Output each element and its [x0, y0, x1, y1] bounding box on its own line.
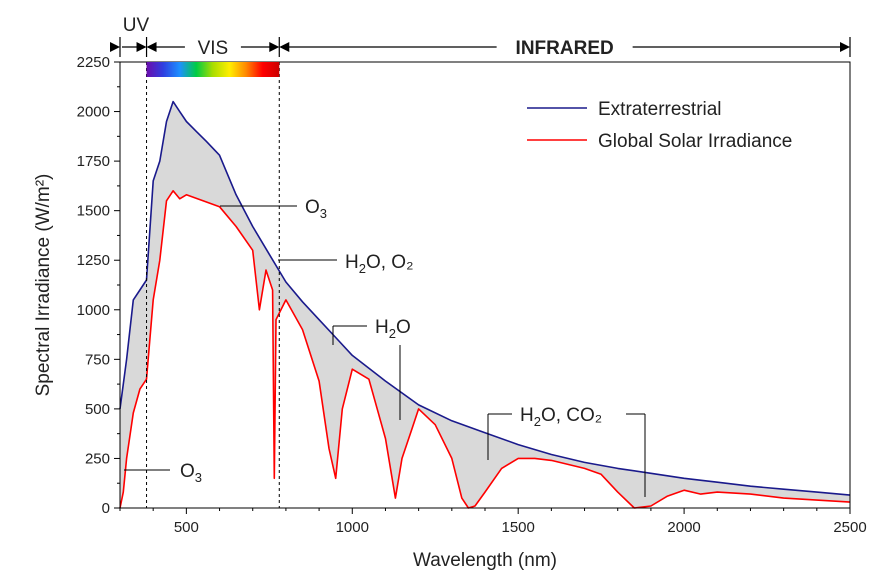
region-label-uv: UV [123, 15, 150, 36]
y-tick-label-2000: 2000 [77, 104, 110, 121]
region-label-vis: VIS [198, 38, 229, 59]
region-label-infrared: INFRARED [516, 38, 614, 59]
series-layer [119, 100, 851, 509]
region-arrowhead-right-2 [840, 42, 850, 52]
y-tick-label-750: 750 [85, 351, 110, 368]
annotation-label-0: O3 [305, 197, 327, 221]
x-tick-label-2500: 2500 [833, 519, 866, 536]
annotation-5: O3 [124, 461, 202, 485]
annotation-2: H2O [332, 317, 411, 345]
x-tick-label-500: 500 [174, 519, 199, 536]
y-tick-label-2250: 2250 [77, 54, 110, 71]
legend-label-global: Global Solar Irradiance [598, 131, 792, 152]
annotation-1: H2O, O₂ [278, 252, 413, 276]
region-arrowhead-left-1 [146, 42, 157, 52]
x-axis-title: Wavelength (nm) [413, 550, 557, 571]
y-tick-label-500: 500 [85, 401, 110, 418]
region-arrowhead-uv-left [110, 42, 120, 52]
absorption-fill-area [120, 101, 850, 508]
region-arrowhead-right-1 [269, 42, 280, 52]
y-tick-label-250: 250 [85, 450, 110, 467]
annotation-label-1: H2O, O₂ [345, 252, 413, 276]
region-guides: UV VIS INFRARED [110, 15, 851, 508]
y-tick-label-0: 0 [102, 500, 110, 517]
x-tick-label-1000: 1000 [336, 519, 369, 536]
annotation-4: H2O, CO₂ [487, 405, 646, 497]
absorption-annotations: O3 H2O, O₂ H2O H2O, CO₂ O3 [124, 197, 646, 497]
y-tick-label-1500: 1500 [77, 203, 110, 220]
series-line-extraterrestrial [119, 100, 851, 496]
legend-label-extraterrestrial: Extraterrestrial [598, 99, 722, 120]
y-tick-label-1000: 1000 [77, 302, 110, 319]
y-tick-label-1250: 1250 [77, 252, 110, 269]
spectrum-bar [146, 62, 280, 77]
y-axis-title: Spectral Irradiance (W/m²) [33, 174, 54, 397]
region-arrowhead-uv-right [136, 42, 147, 52]
annotation-0: O3 [220, 197, 327, 221]
visible-spectrum-bar [146, 62, 280, 77]
annotation-label-4: H2O, CO₂ [520, 405, 602, 429]
x-tick-label-1500: 1500 [501, 519, 534, 536]
annotation-label-2: H2O [375, 317, 411, 341]
series-line-global [119, 190, 851, 509]
x-tick-label-2000: 2000 [667, 519, 700, 536]
region-arrowhead-left-2 [279, 42, 290, 52]
axis-ticks: 500 1000 1500 2000 2500 0 250 500 750 1000 1250 150… [77, 54, 867, 536]
annotation-label-5: O3 [180, 461, 202, 485]
absorption-fill [120, 101, 850, 508]
y-tick-label-1750: 1750 [77, 153, 110, 170]
legend: Extraterrestrial Global Solar Irradiance [527, 99, 792, 152]
